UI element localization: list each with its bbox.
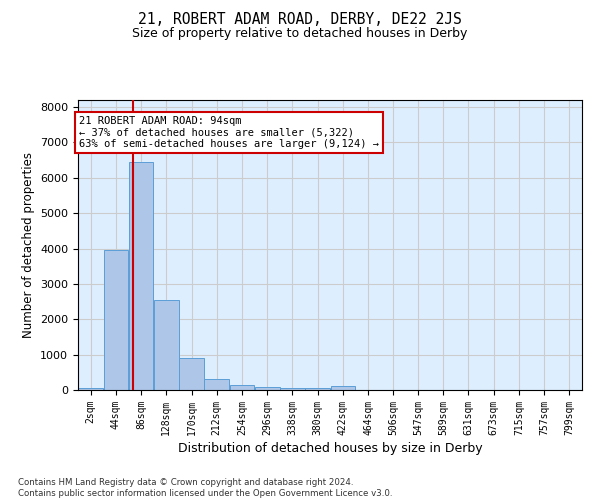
Bar bbox=[230, 386, 254, 390]
Bar bbox=[305, 388, 330, 390]
Bar bbox=[79, 388, 103, 390]
Bar bbox=[154, 300, 179, 390]
Bar bbox=[280, 388, 305, 390]
Bar bbox=[179, 358, 204, 390]
Text: 21, ROBERT ADAM ROAD, DERBY, DE22 2JS: 21, ROBERT ADAM ROAD, DERBY, DE22 2JS bbox=[138, 12, 462, 28]
Bar bbox=[331, 386, 355, 390]
Bar bbox=[205, 378, 229, 390]
X-axis label: Distribution of detached houses by size in Derby: Distribution of detached houses by size … bbox=[178, 442, 482, 455]
Text: Size of property relative to detached houses in Derby: Size of property relative to detached ho… bbox=[133, 28, 467, 40]
Bar bbox=[255, 387, 280, 390]
Bar bbox=[129, 162, 154, 390]
Text: Contains HM Land Registry data © Crown copyright and database right 2024.
Contai: Contains HM Land Registry data © Crown c… bbox=[18, 478, 392, 498]
Bar bbox=[104, 250, 128, 390]
Text: 21 ROBERT ADAM ROAD: 94sqm
← 37% of detached houses are smaller (5,322)
63% of s: 21 ROBERT ADAM ROAD: 94sqm ← 37% of deta… bbox=[79, 116, 379, 149]
Y-axis label: Number of detached properties: Number of detached properties bbox=[22, 152, 35, 338]
